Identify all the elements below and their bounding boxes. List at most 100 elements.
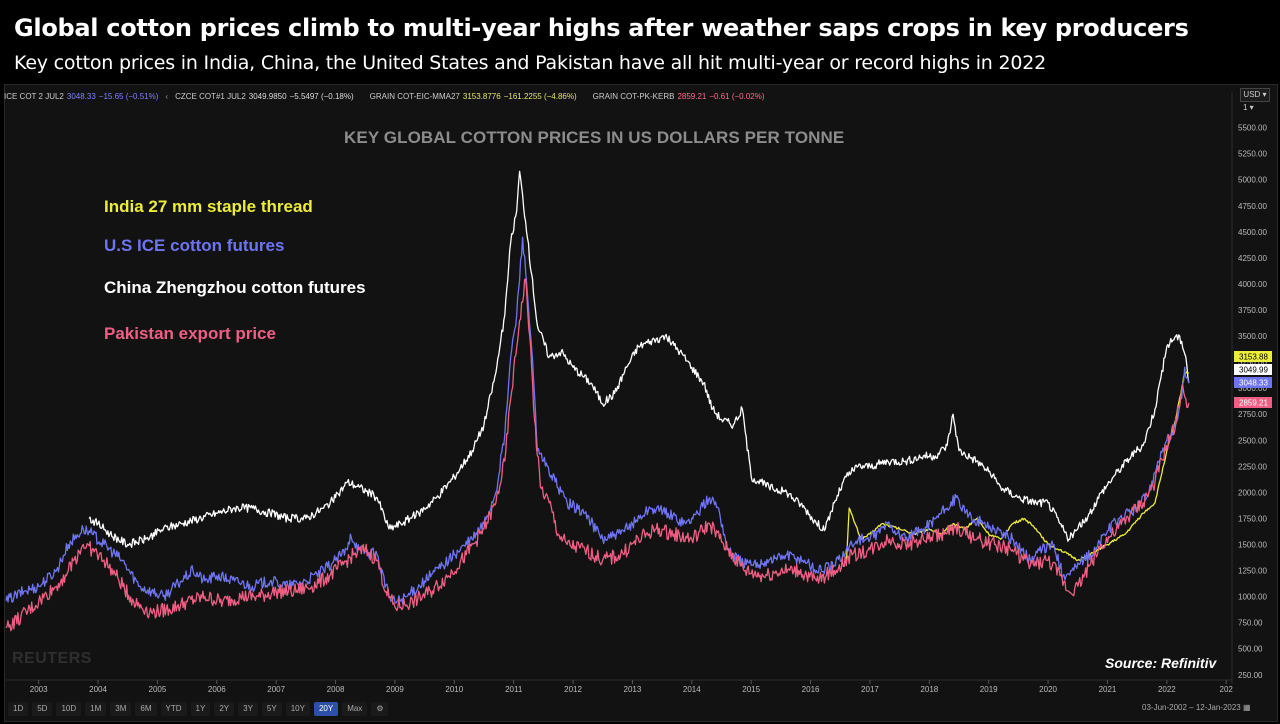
- x-tick-label: 2007: [267, 685, 285, 694]
- range-button-10d[interactable]: 10D: [56, 702, 82, 716]
- y-tick-label: 5500.00: [1238, 124, 1267, 133]
- ticker-symbol-india[interactable]: GRAIN COT-EIC-MMA27: [369, 91, 460, 101]
- x-tick-label: 2020: [1039, 685, 1057, 694]
- y-tick-label: 2000.00: [1238, 488, 1267, 497]
- range-button-1d[interactable]: 1D: [8, 702, 29, 716]
- y-tick-label: 1500.00: [1238, 541, 1267, 550]
- legend-china: China Zhengzhou cotton futures: [104, 278, 366, 297]
- ticker-value-india: 3153.8776: [462, 91, 501, 101]
- x-tick-label: 2012: [564, 685, 582, 694]
- range-button-20y[interactable]: 20Y: [313, 702, 339, 716]
- x-tick-label: 2022: [1158, 685, 1176, 694]
- chevron-down-icon: ▾: [1260, 90, 1267, 99]
- x-tick-label: 2010: [445, 685, 463, 694]
- y-tick-label: 4750.00: [1238, 202, 1267, 211]
- range-button-1m[interactable]: 1M: [85, 702, 107, 716]
- legend-india: India 27 mm staple thread: [104, 197, 313, 216]
- y-tick-label: 3500.00: [1238, 332, 1267, 341]
- range-button-5d[interactable]: 5D: [32, 702, 53, 716]
- range-button-10y[interactable]: 10Y: [285, 702, 310, 716]
- reuters-watermark: REUTERS: [12, 650, 92, 667]
- settings-icon[interactable]: ⚙: [371, 702, 389, 716]
- ticker-symbol-pakistan[interactable]: GRAIN COT-PK-KERB: [592, 91, 675, 101]
- series-line-0: [845, 371, 1190, 566]
- date-range-text: 03-Jun-2002 – 12-Jan-2023: [1142, 703, 1241, 712]
- x-tick-label: 2006: [208, 685, 226, 694]
- last-value-tag: 2859.21: [1239, 399, 1268, 408]
- range-button-5y[interactable]: 5Y: [261, 702, 282, 716]
- series-line-2: [88, 170, 1190, 548]
- y-tick-label: 2500.00: [1238, 436, 1267, 445]
- y-tick-label: 4250.00: [1238, 254, 1267, 263]
- x-tick-label: 2008: [327, 685, 345, 694]
- last-value-tag-bg: [1234, 364, 1272, 375]
- chevron-down-icon: ▾: [1247, 103, 1254, 112]
- x-tick-label: 2004: [89, 685, 107, 694]
- ticker-change-czce: −5.5497 (−0.18%): [289, 91, 354, 101]
- x-tick-label: 2013: [624, 685, 642, 694]
- range-button-3m[interactable]: 3M: [110, 702, 132, 716]
- y-tick-label: 3750.00: [1238, 306, 1267, 315]
- last-value-tag: 3049.99: [1239, 366, 1268, 375]
- x-tick-label: 2018: [920, 685, 938, 694]
- y-tick-label: 2250.00: [1238, 462, 1267, 471]
- x-tick-label: 2005: [149, 685, 167, 694]
- range-button-6m[interactable]: 6M: [135, 702, 157, 716]
- time-range-bar: 1D 5D 10D 1M 3M 6M YTD 1Y 2Y 3Y 5Y 10Y 20Y Max ⚙: [8, 702, 389, 716]
- x-tick-label: 2009: [386, 685, 404, 694]
- ticker-change-india: −161.2255 (−4.86%): [503, 91, 577, 101]
- range-button-ytd[interactable]: YTD: [160, 702, 187, 716]
- x-tick-label: 202: [1220, 685, 1234, 694]
- chart-panel: [4, 84, 1278, 722]
- calendar-icon: ▦: [1242, 703, 1251, 712]
- x-axis: 2003 2004 2005 2006 2007 2008 2009 2010 2011 2012…: [6, 679, 1234, 694]
- ticker-symbol-czce[interactable]: CZCE COT#1 JUL2: [175, 91, 246, 101]
- range-button-3y[interactable]: 3Y: [238, 702, 258, 716]
- series-line-1: [5, 236, 1190, 605]
- ticker-change-pakistan: −0.61 (−0.02%): [709, 91, 765, 101]
- y-tick-label: 2750.00: [1238, 410, 1267, 419]
- last-value-tag: 3048.33: [1239, 379, 1268, 388]
- y-tick-label: 1000.00: [1238, 593, 1267, 602]
- y-tick-label: 1250.00: [1238, 567, 1267, 576]
- y-tick-label: 4000.00: [1238, 280, 1267, 289]
- y-tick-label: 5000.00: [1238, 176, 1267, 185]
- y-tick-label: 3250.00: [1238, 358, 1267, 367]
- last-value-tags: 3153.88 3049.99 3048.33 2859.21: [1234, 351, 1272, 408]
- x-tick-label: 2011: [505, 685, 523, 694]
- x-tick-label: 2015: [742, 685, 760, 694]
- ticker-symbol-ice[interactable]: ICE COT 2 JUL2: [4, 91, 64, 101]
- legend-pakistan: Pakistan export price: [104, 324, 276, 343]
- y-tick-label: 500.00: [1238, 645, 1263, 654]
- scale-selector[interactable]: 1 ▾: [1240, 102, 1271, 113]
- y-tick-label: 4500.00: [1238, 228, 1267, 237]
- x-tick-label: 2003: [30, 685, 48, 694]
- subheadline: Key cotton prices in India, China, the U…: [14, 52, 1047, 74]
- last-value-tag-bg: [1234, 377, 1272, 388]
- ticker-value-ice: 3048.33: [66, 91, 96, 101]
- y-tick-label: 250.00: [1238, 671, 1263, 680]
- last-value-tag-bg: [1234, 351, 1272, 362]
- range-button-1y[interactable]: 1Y: [190, 702, 211, 716]
- chevron-left-icon[interactable]: ‹: [165, 91, 169, 101]
- range-button-max[interactable]: Max: [342, 702, 368, 716]
- y-axis: 250.00 500.00 750.00 1000.00 1250.00 1500.00 1…: [1231, 92, 1267, 684]
- x-tick-label: 2021: [1099, 685, 1117, 694]
- y-tick-label: 5250.00: [1238, 150, 1267, 159]
- x-tick-label: 2017: [861, 685, 879, 694]
- ticker-bar: ICE COT 2 JUL2 3048.33 −15.65 (−0.51%) ‹…: [4, 88, 765, 104]
- x-tick-label: 2016: [802, 685, 820, 694]
- y-tick-label: 3000.00: [1238, 384, 1267, 393]
- range-button-2y[interactable]: 2Y: [214, 702, 235, 716]
- date-range-readout[interactable]: 03-Jun-2002 – 12-Jan-2023 ▦: [1142, 703, 1251, 712]
- series-lines: [5, 170, 1190, 632]
- chart-title: KEY GLOBAL COTTON PRICES IN US DOLLARS P…: [344, 128, 845, 147]
- series-line-3: [5, 278, 1190, 632]
- currency-selector[interactable]: USD ▾: [1240, 88, 1270, 102]
- ticker-value-czce: 3049.9850: [248, 91, 287, 101]
- currency-label: USD: [1243, 90, 1261, 99]
- y-tick-label: 750.00: [1238, 619, 1263, 628]
- last-value-tag-bg: [1234, 397, 1272, 408]
- legend-us-ice: U.S ICE cotton futures: [104, 236, 285, 255]
